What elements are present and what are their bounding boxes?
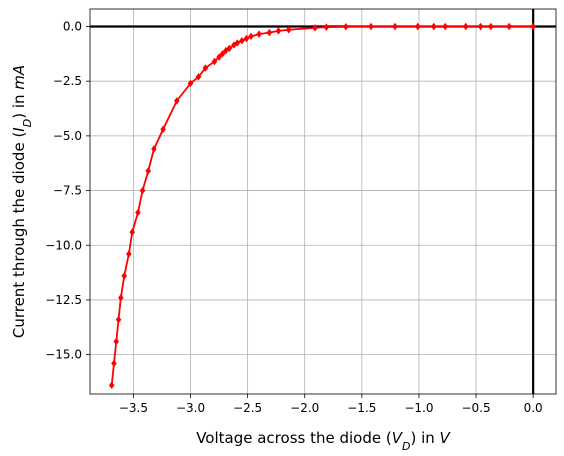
x-tick-label: 0.0 (524, 401, 543, 415)
data-point (174, 97, 180, 105)
data-point (139, 186, 146, 195)
x-tick-label: −2.5 (233, 401, 262, 415)
x-axis-ticks: −3.5 −3.0 −2.5 −2.0 −1.5 −1.0 −0.5 0.0 (119, 394, 543, 415)
data-point (108, 381, 115, 389)
x-tick-label: −2.0 (290, 401, 319, 415)
y-tick-label: −2.5 (53, 74, 82, 88)
data-point (115, 315, 122, 324)
data-point (488, 22, 494, 31)
data-point (415, 22, 421, 31)
x-tick-label: −1.0 (404, 401, 433, 415)
data-point (266, 28, 273, 37)
data-point (160, 125, 166, 134)
data-point (118, 294, 124, 302)
y-axis-title: Current through the diode (ID) in mA (10, 65, 34, 338)
data-point (323, 23, 330, 31)
data-point (113, 337, 120, 346)
data-point (135, 208, 141, 217)
data-point (111, 359, 117, 368)
data-point (211, 57, 218, 66)
plot-area (90, 9, 556, 394)
x-axis-title: Voltage across the diode (VD) in V (196, 429, 451, 453)
data-point (431, 22, 437, 31)
data-point (145, 167, 152, 175)
data-point (239, 37, 245, 45)
data-point (126, 250, 132, 258)
data-point (285, 26, 292, 34)
y-axis-ticks: 0.0 −2.5 −5.0 −7.5 −10.0 −12.5 −15.0 (45, 20, 90, 362)
data-series (108, 22, 536, 389)
x-tick-label: −1.5 (347, 401, 376, 415)
y-tick-label: −15.0 (45, 348, 82, 362)
y-tick-label: −7.5 (53, 184, 82, 198)
data-point (234, 39, 241, 47)
data-point (151, 145, 157, 153)
data-point (216, 53, 222, 61)
plot-frame (89, 8, 557, 395)
data-point (343, 23, 349, 31)
data-point (187, 79, 194, 88)
data-point (530, 22, 536, 31)
data-point (219, 50, 226, 58)
data-point (392, 22, 398, 31)
data-point (275, 27, 282, 35)
data-point (506, 22, 512, 31)
data-point (312, 24, 318, 32)
x-tick-label: −3.5 (119, 401, 148, 415)
data-point (256, 30, 262, 38)
x-tick-label: −3.0 (176, 401, 205, 415)
data-point (248, 32, 254, 41)
y-tick-label: −5.0 (53, 129, 82, 143)
x-tick-label: −0.5 (461, 401, 490, 415)
data-point (368, 22, 374, 31)
series-line (110, 25, 534, 386)
data-point (243, 34, 250, 43)
data-point (462, 22, 469, 31)
data-point (202, 64, 209, 72)
data-point (442, 22, 448, 31)
grid (90, 9, 556, 394)
data-point (226, 44, 233, 53)
y-tick-label: −12.5 (45, 293, 82, 307)
data-point (477, 22, 484, 31)
data-point (121, 272, 128, 280)
data-point (195, 73, 202, 81)
data-point (129, 228, 136, 236)
y-tick-label: 0.0 (63, 20, 82, 34)
y-tick-label: −10.0 (45, 238, 82, 252)
